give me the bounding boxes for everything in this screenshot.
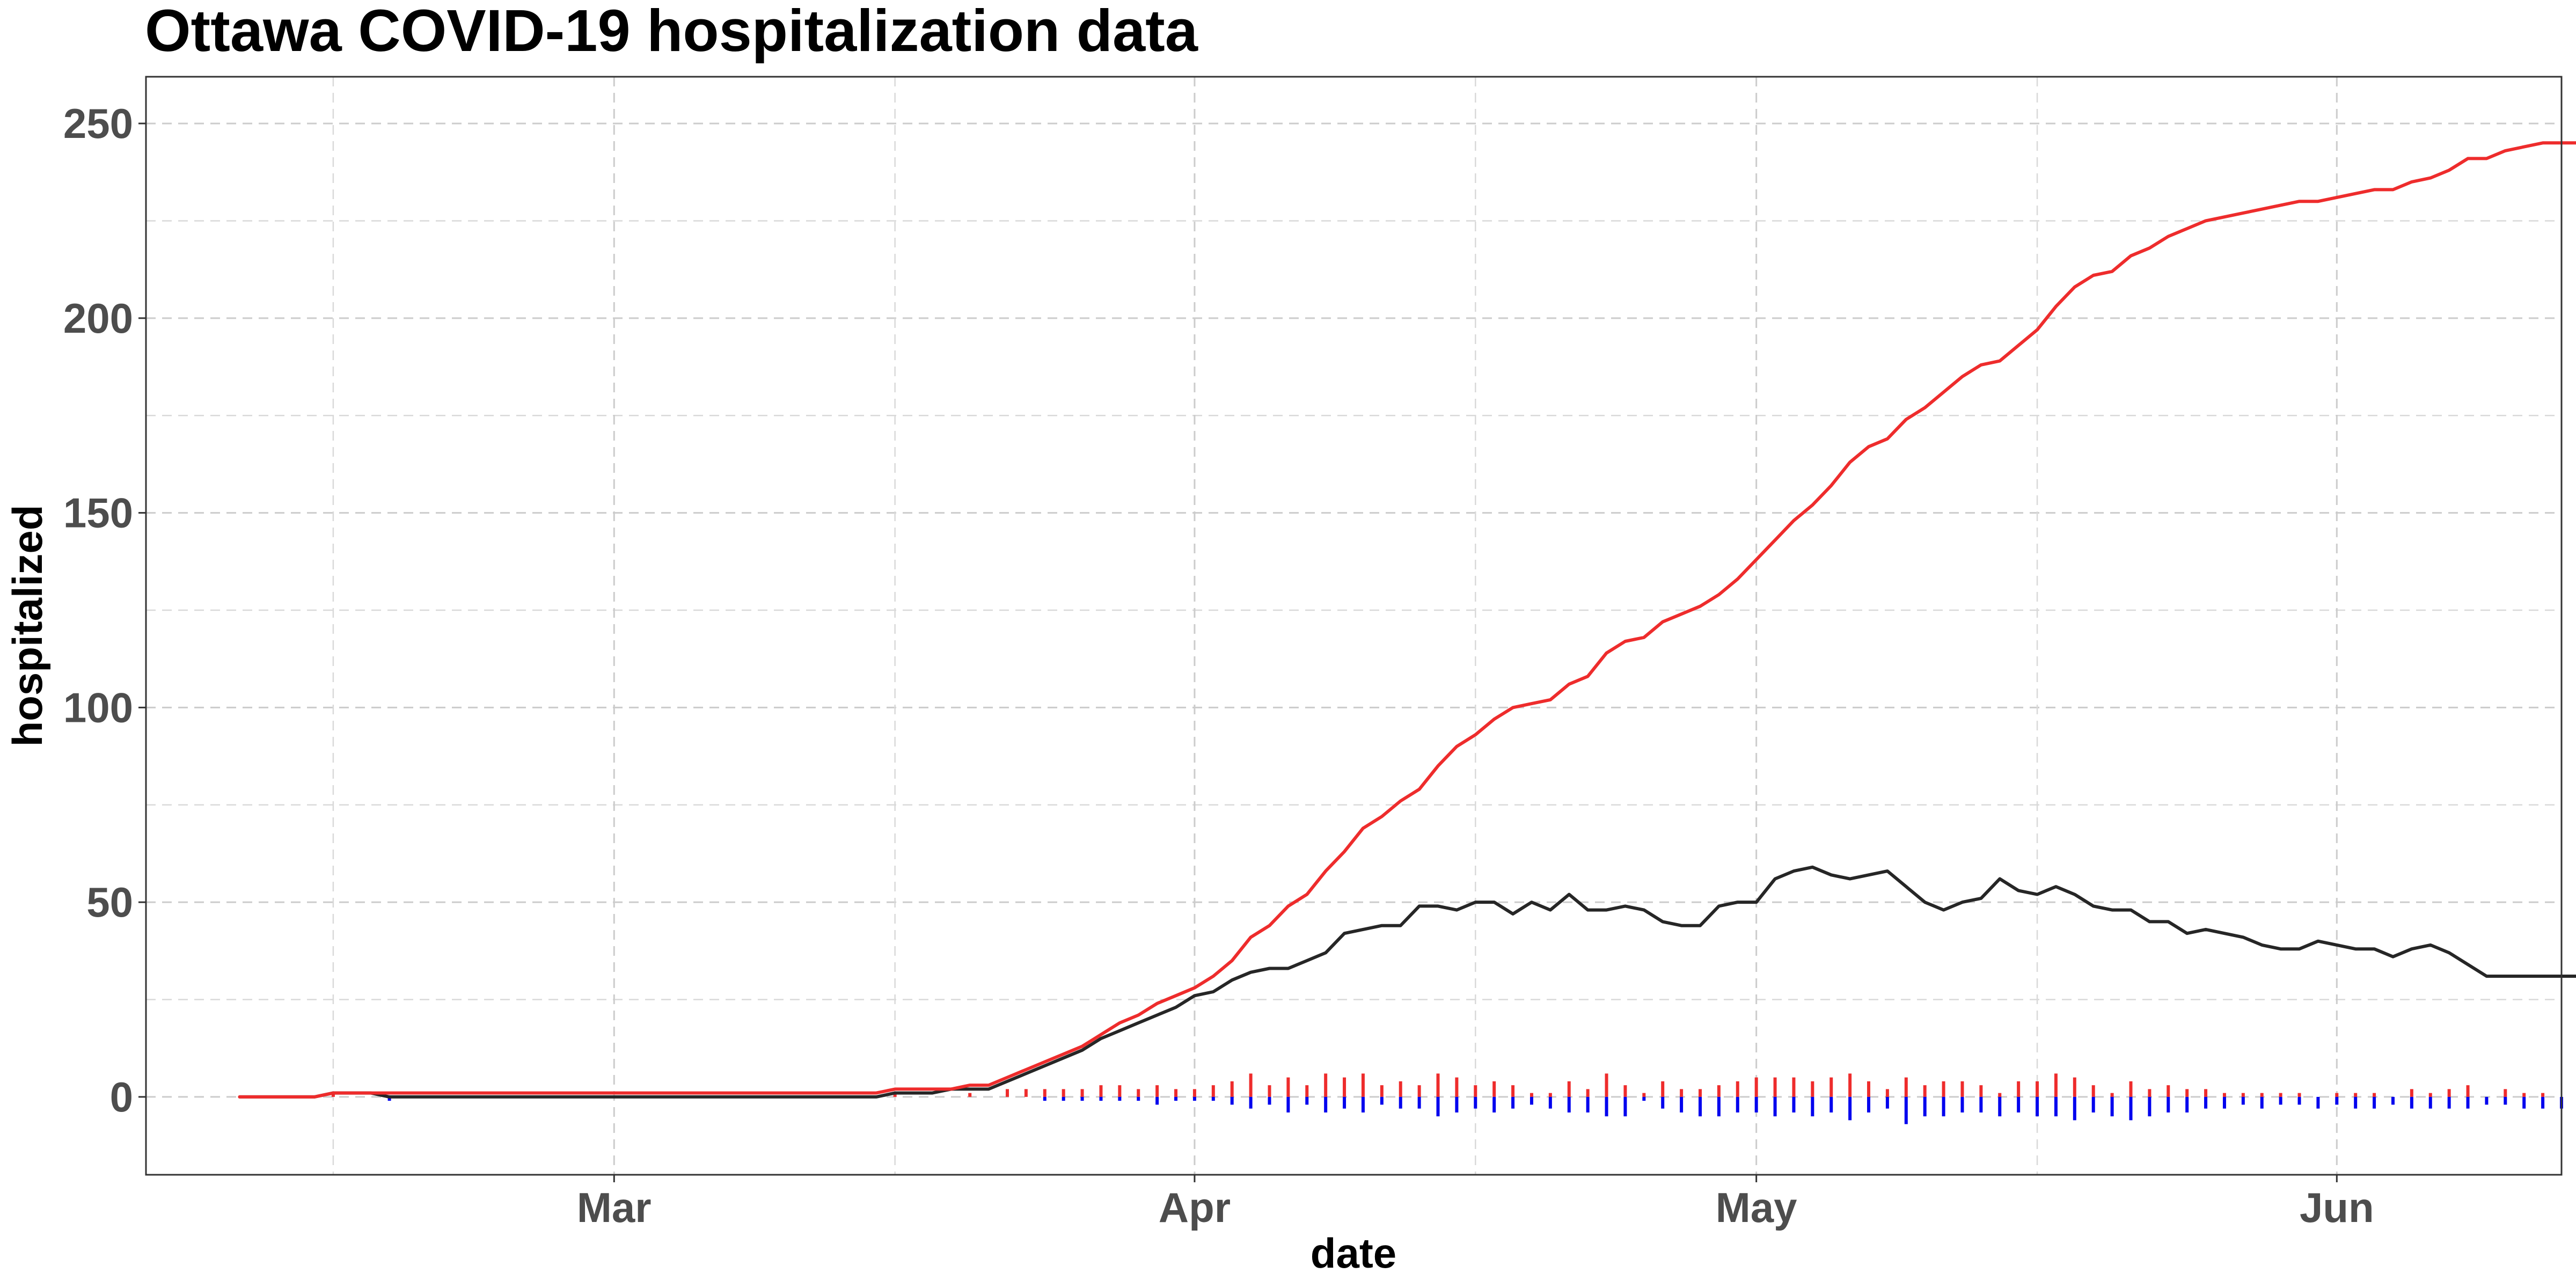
x-tick-label: May: [1716, 1184, 1797, 1231]
y-axis-title: hospitalized: [4, 505, 51, 747]
y-tick-label: 0: [110, 1073, 133, 1121]
y-tick-label: 200: [63, 295, 133, 342]
y-tick-label: 250: [63, 100, 133, 147]
series-line: [238, 141, 2576, 1099]
bar-marks: [331, 1073, 2563, 1124]
line-marks: [238, 141, 2576, 1099]
y-tick-label: 100: [63, 684, 133, 731]
x-tick-label: Jun: [2300, 1184, 2374, 1231]
chart-title: Ottawa COVID-19 hospitalization data: [145, 0, 1198, 64]
y-tick-label: 50: [86, 879, 133, 926]
y-tick-label: 150: [63, 489, 133, 537]
x-tick-label: Apr: [1159, 1184, 1231, 1231]
grid: [146, 77, 2562, 1175]
x-axis-title: date: [1311, 1230, 1396, 1277]
series-line: [238, 865, 2576, 1099]
panel-border: [145, 76, 2563, 1176]
tick-labels: 0 50 100 150 200 250 Mar Apr May Jun: [63, 100, 2374, 1231]
x-tick-label: Mar: [577, 1184, 652, 1231]
